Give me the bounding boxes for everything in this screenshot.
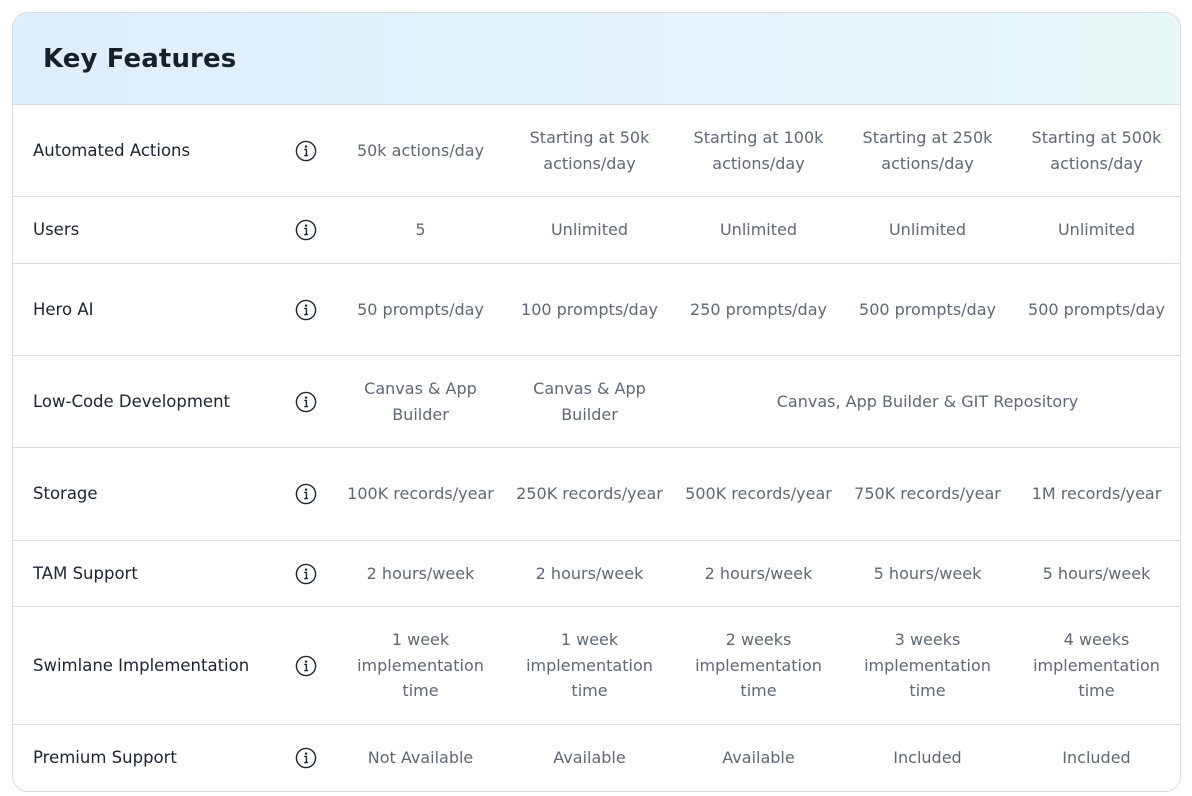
feature-row-hero-ai: Hero AI 50 prompts/day 100 prompts/day 2…	[13, 264, 1180, 356]
feature-label: Storage	[33, 484, 98, 504]
plan-value: 250 prompts/day	[690, 299, 827, 319]
plan-value: 5 hours/week	[1042, 563, 1151, 583]
feature-label: Automated Actions	[33, 140, 191, 160]
plan-value: 3 weeks implementation time	[864, 630, 991, 701]
plan-value: Unlimited	[1057, 220, 1136, 240]
info-button[interactable]	[275, 725, 336, 790]
plan-value: Included	[893, 747, 962, 767]
plan-value: Starting at 50k actions/day	[529, 128, 650, 173]
feature-row-automated-actions: Automated Actions 50k actions/day Starti…	[13, 105, 1180, 197]
plan-value: Unlimited	[550, 220, 629, 240]
plan-value: 50k actions/day	[356, 140, 485, 160]
plan-value: 500 prompts/day	[1028, 299, 1165, 319]
info-circle-icon	[295, 483, 317, 505]
info-circle-icon	[295, 391, 317, 412]
plan-value: 4 weeks implementation time	[1033, 630, 1160, 701]
plan-value: Canvas & App Builder	[364, 379, 477, 424]
plan-value: Starting at 100k actions/day	[693, 128, 824, 173]
info-button[interactable]	[275, 105, 336, 196]
plan-value: 2 weeks implementation time	[695, 630, 822, 701]
info-button[interactable]	[275, 264, 336, 355]
plan-value: 1 week implementation time	[357, 630, 484, 701]
plan-value: 2 hours/week	[704, 563, 813, 583]
feature-label: Swimlane Implementation	[33, 655, 250, 675]
plan-value: Available	[722, 747, 795, 767]
section-title: Key Features	[43, 43, 237, 74]
key-features-card: Key Features Automated Actions 50k actio…	[12, 12, 1181, 792]
plan-value: Unlimited	[888, 220, 967, 240]
info-button[interactable]	[275, 607, 336, 724]
plan-value: 750K records/year	[854, 484, 1001, 504]
plan-value: Included	[1062, 747, 1131, 767]
feature-label: Low-Code Development	[33, 391, 231, 411]
plan-value: Canvas & App Builder	[533, 379, 646, 424]
feature-row-low-code-development: Low-Code Development Canvas & App Builde…	[13, 356, 1180, 448]
plan-value: 250K records/year	[516, 484, 663, 504]
info-circle-icon	[295, 747, 317, 768]
plan-value: 100 prompts/day	[521, 299, 658, 319]
plan-value: 500 prompts/day	[859, 299, 996, 319]
card-header: Key Features	[13, 13, 1180, 105]
info-button[interactable]	[275, 541, 336, 606]
plan-value-merged: Canvas, App Builder & GIT Repository	[776, 391, 1079, 411]
plan-value: 1 week implementation time	[526, 630, 653, 701]
feature-label: TAM Support	[33, 563, 138, 583]
info-circle-icon	[295, 655, 317, 676]
plan-value: 500K records/year	[685, 484, 832, 504]
info-circle-icon	[295, 140, 317, 161]
info-button[interactable]	[275, 197, 336, 263]
plan-value: 2 hours/week	[366, 563, 475, 583]
plan-value: Available	[553, 747, 626, 767]
feature-label: Users	[33, 220, 80, 240]
plan-value: 1M records/year	[1031, 484, 1162, 504]
feature-row-users: Users 5 Unlimited Unlimited Unlimited Un…	[13, 197, 1180, 264]
feature-row-storage: Storage 100K records/year 250K records/y…	[13, 448, 1180, 541]
info-circle-icon	[295, 563, 317, 584]
feature-row-swimlane-implementation: Swimlane Implementation 1 week implement…	[13, 607, 1180, 725]
plan-value: Unlimited	[719, 220, 798, 240]
feature-row-premium-support: Premium Support Not Available Available …	[13, 725, 1180, 790]
plan-value: Starting at 250k actions/day	[862, 128, 993, 173]
plan-value: 5	[415, 220, 426, 240]
plan-value: Not Available	[367, 747, 474, 767]
plan-value: 50 prompts/day	[357, 299, 484, 319]
plan-value: 2 hours/week	[535, 563, 644, 583]
plan-value: 100K records/year	[347, 484, 494, 504]
plan-value: Starting at 500k actions/day	[1031, 128, 1162, 173]
feature-label: Premium Support	[33, 747, 177, 767]
feature-label: Hero AI	[33, 299, 94, 319]
info-button[interactable]	[275, 448, 336, 540]
info-circle-icon	[295, 299, 317, 320]
plan-value: 5 hours/week	[873, 563, 982, 583]
info-button[interactable]	[275, 356, 336, 447]
info-circle-icon	[295, 219, 317, 241]
feature-row-tam-support: TAM Support 2 hours/week 2 hours/week 2 …	[13, 541, 1180, 607]
